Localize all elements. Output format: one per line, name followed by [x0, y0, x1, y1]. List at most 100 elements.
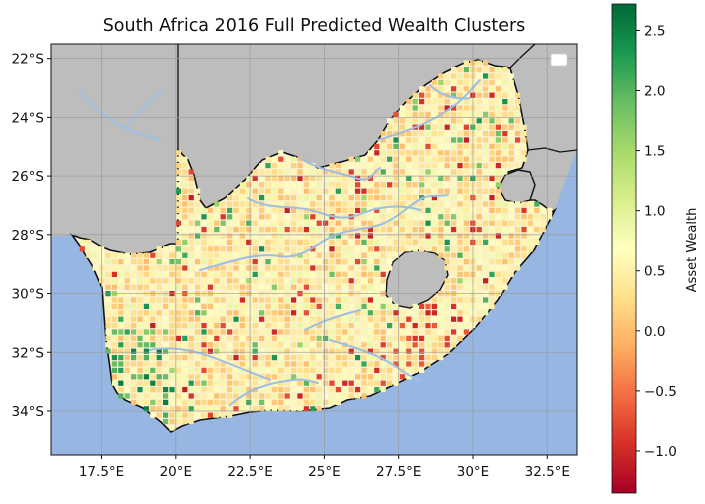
wealth-cell [419, 335, 425, 341]
wealth-cell [252, 406, 258, 412]
wealth-cell [233, 284, 239, 290]
wealth-cell [220, 412, 226, 418]
wealth-cell [374, 169, 380, 175]
wealth-cell [342, 297, 348, 303]
wealth-cell [323, 182, 329, 188]
wealth-cell [207, 329, 213, 335]
legend-box [550, 53, 568, 67]
wealth-cell [246, 252, 252, 258]
wealth-cell [508, 131, 514, 137]
wealth-cell [156, 316, 162, 322]
wealth-cell [207, 412, 213, 418]
wealth-cell [118, 374, 124, 380]
wealth-cell [361, 207, 367, 213]
wealth-cell [278, 393, 284, 399]
wealth-cell [348, 278, 354, 284]
wealth-cell [137, 259, 143, 265]
wealth-cell [111, 303, 117, 309]
wealth-cell [451, 124, 457, 130]
wealth-cell [239, 380, 245, 386]
wealth-cell [399, 233, 405, 239]
wealth-cell [425, 246, 431, 252]
wealth-cell [323, 259, 329, 265]
wealth-cell [489, 246, 495, 252]
wealth-cell [291, 239, 297, 245]
wealth-cell [259, 207, 265, 213]
wealth-cell [495, 105, 501, 111]
wealth-cell [515, 214, 521, 220]
wealth-cell [374, 252, 380, 258]
wealth-cell [431, 137, 437, 143]
wealth-cell [239, 310, 245, 316]
river [377, 79, 481, 141]
wealth-cell [348, 342, 354, 348]
wealth-cell [508, 207, 514, 213]
wealth-cell [374, 387, 380, 393]
wealth-cell [163, 406, 169, 412]
wealth-cell [233, 367, 239, 373]
wealth-cell [323, 303, 329, 309]
wealth-cell [271, 303, 277, 309]
wealth-cell [380, 348, 386, 354]
wealth-cell [355, 201, 361, 207]
wealth-cell [265, 316, 271, 322]
wealth-cell [457, 67, 463, 73]
wealth-cell [239, 214, 245, 220]
wealth-cell [457, 105, 463, 111]
wealth-cell [233, 271, 239, 277]
wealth-cell [508, 156, 514, 162]
wealth-cell [137, 265, 143, 271]
wealth-cell [137, 348, 143, 354]
wealth-cell [188, 310, 194, 316]
wealth-cell [297, 259, 303, 265]
wealth-cell [457, 323, 463, 329]
wealth-cell [143, 406, 149, 412]
wealth-cell [220, 310, 226, 316]
wealth-cell [463, 271, 469, 277]
wealth-cell [175, 207, 181, 213]
wealth-cell [431, 175, 437, 181]
wealth-cell [451, 201, 457, 207]
wealth-cell [431, 246, 437, 252]
wealth-cell [399, 239, 405, 245]
wealth-cell [118, 310, 124, 316]
wealth-cell [188, 406, 194, 412]
wealth-cell [412, 99, 418, 105]
wealth-cell [297, 156, 303, 162]
wealth-cell [399, 124, 405, 130]
wealth-cell [425, 92, 431, 98]
wealth-cell [412, 182, 418, 188]
wealth-cell [361, 387, 367, 393]
wealth-cell [444, 73, 450, 79]
wealth-cell [457, 316, 463, 322]
wealth-cell [131, 310, 137, 316]
wealth-cell [502, 220, 508, 226]
wealth-cell [342, 227, 348, 233]
wealth-cell [527, 246, 533, 252]
wealth-cell [521, 201, 527, 207]
wealth-cell [521, 239, 527, 245]
wealth-cell [451, 188, 457, 194]
wealth-cell [387, 380, 393, 386]
wealth-cell [419, 137, 425, 143]
wealth-cell [534, 239, 540, 245]
wealth-cell [361, 188, 367, 194]
wealth-cell [297, 271, 303, 277]
wealth-cell [476, 124, 482, 130]
wealth-cell [124, 329, 130, 335]
wealth-cell [444, 297, 450, 303]
wealth-cell [323, 361, 329, 367]
wealth-cell [406, 323, 412, 329]
wealth-cell [361, 220, 367, 226]
wealth-cell [143, 361, 149, 367]
wealth-cell [412, 111, 418, 117]
wealth-cell [303, 239, 309, 245]
wealth-cell [271, 169, 277, 175]
wealth-cell [489, 92, 495, 98]
wealth-cell [252, 246, 258, 252]
wealth-cell [342, 259, 348, 265]
wealth-cell [118, 252, 124, 258]
wealth-cell [387, 265, 393, 271]
wealth-cell [495, 214, 501, 220]
wealth-cell [457, 271, 463, 277]
